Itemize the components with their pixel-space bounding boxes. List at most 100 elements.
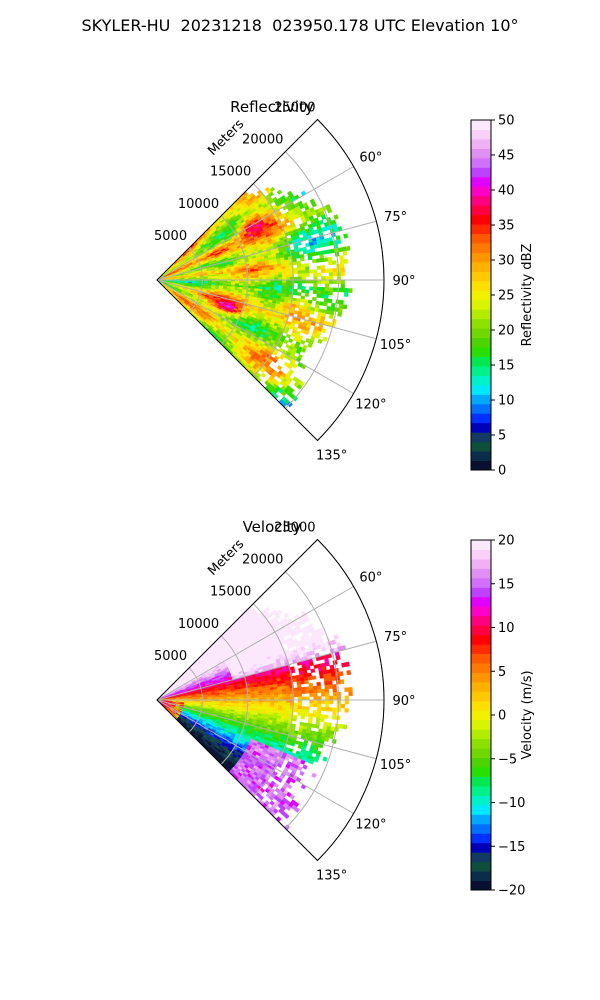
range-axis-label: Meters (205, 537, 247, 579)
colorbar-tick-label: 50 (498, 114, 515, 129)
colorbar-swatch (471, 577, 491, 588)
colorbar-swatch (471, 681, 491, 692)
colorbar-swatch (471, 644, 491, 655)
colorbar-swatch (471, 719, 491, 730)
colorbar-swatch (471, 176, 491, 187)
azimuth-line (156, 699, 377, 760)
panel-title: Velocity (243, 518, 302, 536)
colorbar-swatch (471, 205, 491, 216)
colorbar-swatch (471, 880, 491, 891)
range-tick-label: 10000 (178, 617, 219, 632)
colorbar-swatch (471, 606, 491, 617)
colorbar-swatch (471, 403, 491, 414)
azimuth-tick-label: 120° (355, 398, 386, 413)
colorbar-tick-label: 15 (498, 577, 515, 592)
azimuth-tick-label: 105° (380, 758, 411, 773)
range-tick-label: 25000 (274, 520, 315, 535)
colorbar-swatch (471, 634, 491, 645)
colorbar-swatch (471, 558, 491, 569)
colorbar-swatch (471, 394, 491, 405)
colorbar-tick-label: 25 (498, 289, 515, 304)
range-tick-label: 20000 (242, 133, 283, 148)
colorbar-swatch (471, 214, 491, 225)
colorbar-swatch (471, 460, 491, 471)
colorbar-swatch (471, 252, 491, 263)
azimuth-line (156, 699, 354, 814)
colorbar-swatch (471, 337, 491, 348)
colorbar-tick-label: 40 (498, 184, 515, 199)
sector-outline (156, 538, 385, 862)
colorbar-swatch (471, 767, 491, 777)
colorbar-swatch (471, 195, 491, 206)
colorbar-swatch (471, 432, 491, 443)
panel-title: Reflectivity (230, 98, 314, 116)
azimuth-line (156, 220, 377, 281)
figure-title: SKYLER-HU 20231218 023950.178 UTC Elevat… (81, 16, 519, 35)
colorbar-swatch (471, 318, 491, 329)
azimuth-tick-label: 120° (355, 818, 386, 833)
colorbar-tick-label: 30 (498, 254, 515, 269)
colorbar-swatch (471, 625, 491, 636)
colorbar-swatch (471, 138, 491, 149)
colorbar-swatch (471, 568, 491, 579)
colorbar-swatch (471, 120, 491, 130)
colorbar-swatch (471, 129, 491, 140)
colorbar-swatch (471, 776, 491, 787)
colorbar-swatch (471, 148, 491, 159)
azimuth-tick-label: 135° (316, 869, 347, 884)
colorbar-swatch (471, 804, 491, 815)
range-tick-label: 5000 (154, 229, 187, 244)
colorbar-tick-label: 20 (498, 534, 515, 549)
range-axis-label: Meters (205, 117, 247, 159)
azimuth-tick-label: 60° (359, 151, 382, 166)
colorbar-swatch (471, 653, 491, 664)
colorbar-swatch (471, 271, 491, 282)
colorbar-tick-label: 15 (498, 359, 515, 374)
colorbar-swatch (471, 290, 491, 301)
azimuth-tick-label: 75° (384, 210, 407, 225)
colorbar-swatch (471, 842, 491, 853)
colorbar-swatch (471, 738, 491, 749)
colorbar-tick-label: −15 (498, 840, 525, 855)
colorbar-swatch (471, 729, 491, 740)
azimuth-line (156, 279, 377, 340)
colorbar-swatch (471, 748, 491, 759)
azimuth-line (156, 640, 377, 701)
panel-velocity: Velocity 5000 10000 15000 20000 25000 Meters 60… (154, 518, 535, 899)
colorbar-swatch (471, 224, 491, 235)
colorbar-swatch (471, 280, 491, 291)
colorbar-swatch (471, 375, 491, 386)
colorbar-swatch (471, 814, 491, 825)
colorbar-swatch (471, 261, 491, 272)
colorbar-swatch (471, 795, 491, 806)
colorbar-swatch (471, 441, 491, 452)
colorbar-swatch (471, 596, 491, 607)
azimuth-tick-label: 75° (384, 630, 407, 645)
colorbar-tick-label: −20 (498, 884, 525, 899)
colorbar-swatch (471, 186, 491, 197)
colorbar-swatch (471, 785, 491, 796)
colorbar-tick-label: 10 (498, 394, 515, 409)
colorbar-label: Velocity (m/s) (520, 670, 535, 759)
colorbar-tick-label: −5 (498, 752, 517, 767)
colorbar-tick-label: 5 (498, 665, 506, 680)
azimuth-tick-label: 105° (380, 338, 411, 353)
colorbar-swatch (471, 451, 491, 462)
colorbar-swatch (471, 309, 491, 320)
colorbar: 0 5 10 15 20 25 30 35 40 45 50 Reflectivity dBZ (470, 114, 535, 479)
range-tick-label: 15000 (210, 585, 251, 600)
colorbar: −20 −15 −10 −5 0 5 10 15 20 Velocity (m/s) (470, 534, 535, 899)
colorbar-swatch (471, 615, 491, 626)
azimuth-tick-label: 60° (359, 571, 382, 586)
colorbar-swatch (471, 861, 491, 872)
colorbar-swatch (471, 299, 491, 310)
colorbar-swatch (471, 422, 491, 433)
colorbar-swatch (471, 356, 491, 367)
colorbar-swatch (471, 242, 491, 253)
colorbar-swatch (471, 710, 491, 721)
azimuth-tick-label: 135° (316, 449, 347, 464)
range-tick-label: 25000 (274, 100, 315, 115)
panel-reflectivity: Reflectivity 5000 10000 15000 20000 25000 Mete… (154, 98, 535, 479)
colorbar-swatch (471, 587, 491, 598)
colorbar-swatch (471, 365, 491, 376)
